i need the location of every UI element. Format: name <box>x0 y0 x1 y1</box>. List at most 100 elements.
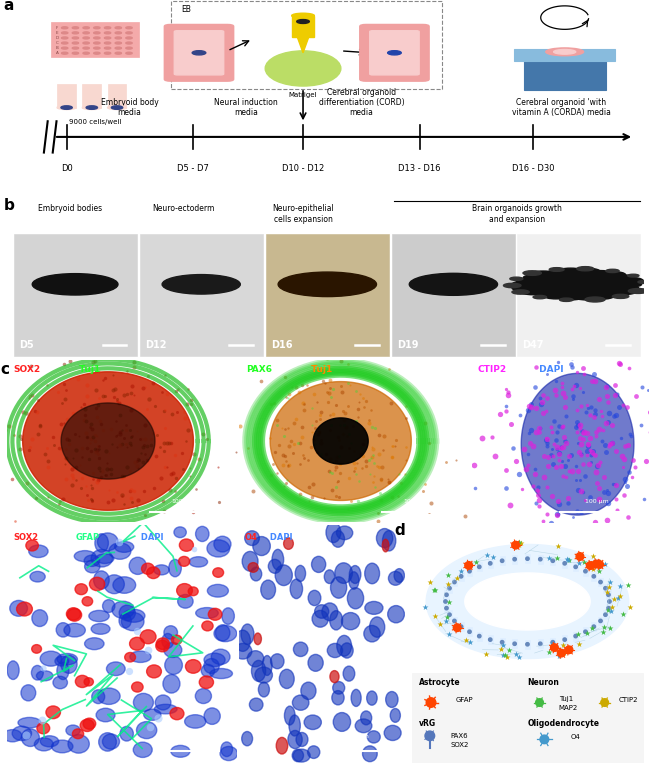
Point <box>578 433 588 445</box>
Point <box>564 450 574 463</box>
Point <box>70 428 80 440</box>
Ellipse shape <box>390 709 400 723</box>
Point <box>582 438 593 450</box>
Text: Matrigel: Matrigel <box>289 92 317 98</box>
Circle shape <box>576 553 584 561</box>
Point <box>608 478 618 490</box>
Text: d: d <box>395 523 406 538</box>
Point <box>82 430 92 443</box>
Point <box>122 365 132 377</box>
Point <box>623 512 633 524</box>
Point <box>37 714 47 726</box>
Point <box>630 461 640 473</box>
Ellipse shape <box>222 607 235 624</box>
Point <box>56 417 66 430</box>
Point <box>100 390 110 402</box>
Circle shape <box>478 565 481 568</box>
Bar <box>517 234 640 356</box>
Point <box>168 466 178 479</box>
Point <box>374 447 384 459</box>
Point <box>549 438 559 450</box>
Circle shape <box>489 638 492 641</box>
Circle shape <box>489 561 492 565</box>
Point <box>131 459 142 472</box>
Point <box>612 504 622 516</box>
Point <box>155 441 166 453</box>
Point <box>178 463 188 475</box>
Point <box>38 662 48 674</box>
Ellipse shape <box>332 531 344 547</box>
Point <box>82 390 92 402</box>
Point <box>328 383 338 395</box>
Point <box>272 420 282 432</box>
Ellipse shape <box>34 738 53 751</box>
FancyBboxPatch shape <box>444 604 449 613</box>
Point <box>143 644 153 656</box>
Point <box>566 449 576 461</box>
Point <box>554 340 564 352</box>
Circle shape <box>126 32 132 34</box>
Ellipse shape <box>296 732 308 746</box>
Circle shape <box>387 51 401 55</box>
Point <box>384 476 394 489</box>
Point <box>172 383 183 395</box>
Point <box>93 399 103 411</box>
Point <box>88 472 99 485</box>
Point <box>295 437 306 449</box>
Point <box>324 387 334 399</box>
Point <box>304 495 315 508</box>
Point <box>126 492 136 505</box>
Point <box>133 462 144 474</box>
Text: GFAP: GFAP <box>75 532 100 542</box>
Point <box>34 420 45 432</box>
Point <box>595 456 605 468</box>
Circle shape <box>604 587 607 590</box>
Point <box>611 446 621 458</box>
Circle shape <box>628 275 639 277</box>
Point <box>587 622 597 634</box>
Point <box>502 386 513 398</box>
Ellipse shape <box>200 676 213 689</box>
Point <box>75 459 86 472</box>
Point <box>114 439 125 451</box>
Point <box>146 439 156 452</box>
Point <box>366 453 376 465</box>
Point <box>378 444 389 456</box>
Point <box>603 496 614 509</box>
Point <box>536 396 547 408</box>
Circle shape <box>549 268 564 272</box>
Point <box>571 379 581 391</box>
Point <box>488 551 499 564</box>
Circle shape <box>83 52 89 54</box>
Circle shape <box>629 288 648 294</box>
Point <box>604 407 614 419</box>
Point <box>299 404 309 416</box>
Point <box>322 351 333 364</box>
Ellipse shape <box>10 601 27 616</box>
Text: EB: EB <box>181 5 191 14</box>
Point <box>506 417 517 430</box>
Point <box>338 428 348 440</box>
Point <box>275 520 285 532</box>
Point <box>563 492 573 504</box>
Point <box>331 489 341 502</box>
Ellipse shape <box>211 649 230 664</box>
Point <box>77 442 87 454</box>
Circle shape <box>622 282 642 287</box>
Point <box>186 397 196 410</box>
Point <box>369 480 380 492</box>
Point <box>574 446 584 459</box>
Ellipse shape <box>120 726 133 741</box>
Point <box>0 471 5 483</box>
Text: Neuron: Neuron <box>527 677 560 686</box>
Point <box>471 556 481 568</box>
Point <box>166 468 177 480</box>
Point <box>524 427 534 439</box>
Point <box>358 392 368 404</box>
Ellipse shape <box>83 718 96 729</box>
Point <box>248 485 258 497</box>
Point <box>280 449 290 462</box>
Point <box>622 401 632 413</box>
Ellipse shape <box>37 723 49 734</box>
Circle shape <box>601 699 608 706</box>
